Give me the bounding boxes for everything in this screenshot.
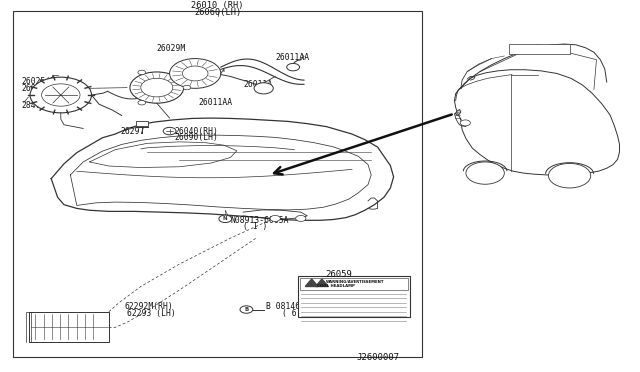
Text: B: B xyxy=(244,307,248,312)
Polygon shape xyxy=(305,279,318,286)
Circle shape xyxy=(42,84,80,106)
Bar xyxy=(136,121,148,126)
Bar xyxy=(509,44,570,54)
Circle shape xyxy=(170,58,221,88)
Circle shape xyxy=(182,66,208,81)
Circle shape xyxy=(183,85,191,90)
Text: 26297: 26297 xyxy=(120,126,145,135)
Circle shape xyxy=(466,162,504,184)
Text: 26075(LH): 26075(LH) xyxy=(22,84,66,93)
Text: 26040(RH): 26040(RH) xyxy=(174,126,218,135)
Circle shape xyxy=(240,306,253,313)
Bar xyxy=(300,278,408,290)
Text: 26090(LH): 26090(LH) xyxy=(174,132,218,141)
Text: ( 1 ): ( 1 ) xyxy=(243,222,268,231)
Circle shape xyxy=(287,63,300,71)
Circle shape xyxy=(138,70,146,75)
Circle shape xyxy=(30,77,92,113)
Text: 62292M(RH): 62292M(RH) xyxy=(125,302,173,311)
Text: J2600007: J2600007 xyxy=(356,353,399,362)
Circle shape xyxy=(130,72,184,103)
Text: N: N xyxy=(223,217,228,221)
Text: 28474: 28474 xyxy=(22,100,46,109)
Circle shape xyxy=(548,163,591,188)
Text: 26010 (RH): 26010 (RH) xyxy=(191,1,244,10)
Polygon shape xyxy=(316,279,328,286)
Text: 26011AA: 26011AA xyxy=(275,53,309,62)
Text: N08913-6065A: N08913-6065A xyxy=(230,216,289,225)
Polygon shape xyxy=(456,109,461,115)
Circle shape xyxy=(460,120,470,126)
Text: WARNING/AVERTISSEMENT: WARNING/AVERTISSEMENT xyxy=(326,280,385,284)
Text: COOL HEADLAMP: COOL HEADLAMP xyxy=(317,285,355,289)
Text: 26029M: 26029M xyxy=(157,44,186,53)
Bar xyxy=(13,12,422,357)
Text: 26011AA: 26011AA xyxy=(198,97,232,106)
Circle shape xyxy=(254,83,273,94)
Circle shape xyxy=(138,100,146,105)
Circle shape xyxy=(163,127,176,135)
Text: 26060(LH): 26060(LH) xyxy=(194,7,241,17)
Circle shape xyxy=(219,215,232,222)
Text: ( 6 ): ( 6 ) xyxy=(282,309,306,318)
Text: B 08146-6162H: B 08146-6162H xyxy=(266,302,329,311)
Circle shape xyxy=(141,78,173,97)
Circle shape xyxy=(270,215,280,221)
Text: 62293 (LH): 62293 (LH) xyxy=(127,309,175,318)
Text: 26011A: 26011A xyxy=(243,80,273,90)
Bar xyxy=(29,312,109,341)
Bar xyxy=(298,276,410,317)
Text: 26025(RH): 26025(RH) xyxy=(22,77,66,87)
Circle shape xyxy=(296,215,306,221)
Text: 26059: 26059 xyxy=(326,270,353,279)
